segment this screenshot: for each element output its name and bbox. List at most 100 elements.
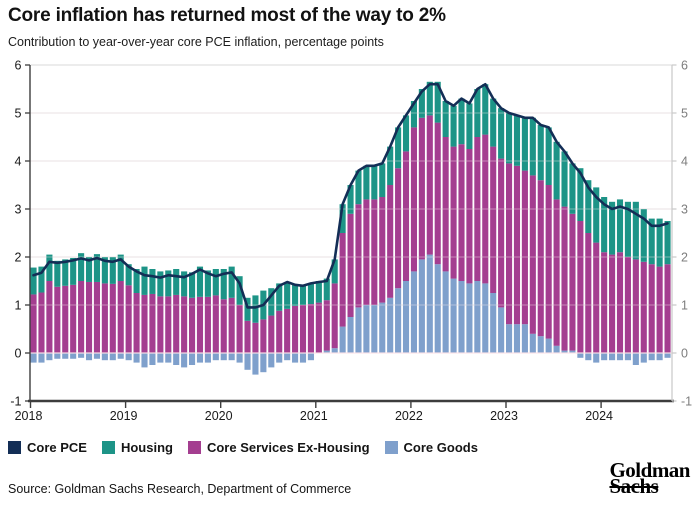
bar-segment [498,158,505,308]
bar-segment [426,115,433,255]
bar-segment [434,122,441,265]
bar-segment [109,257,116,284]
bar-segment [648,353,655,361]
bar-segment [244,353,251,370]
bar-segment [236,276,243,305]
bar-segment [545,338,552,353]
y-axis-label-left: 4 [15,155,22,169]
bar-segment [585,353,592,361]
bar-segment [387,146,394,185]
bar-segment [490,98,497,147]
bar-segment [561,206,568,351]
bar-segment [38,292,45,353]
bar-segment [434,81,441,123]
bar-segment [355,204,362,308]
core-pce-swatch-icon [8,441,21,454]
bar-segment [585,180,592,233]
bar-segment [299,284,307,305]
bar-segment [585,233,592,353]
bar-segment [125,353,132,361]
bar-segment [339,326,346,353]
bar-segment [252,353,259,375]
y-axis-label-right: 6 [681,59,688,73]
bar-segment [212,353,219,361]
bar-segment [30,294,37,353]
bar-segment [101,283,108,353]
bar-segment [466,149,473,284]
logo-line-2: Sachs [609,474,659,498]
bar-segment [656,266,663,353]
bar-segment [260,353,267,373]
bar-segment [632,353,639,365]
bar-segment [252,295,259,323]
bar-segment [117,281,124,353]
bar-segment [244,297,251,321]
bar-segment [165,353,172,363]
bar-segment [101,257,108,284]
bar-segment [616,353,624,361]
bar-segment [363,199,370,305]
bar-segment [212,269,219,296]
bar-segment [458,281,465,353]
bar-segment [656,353,663,361]
y-axis-label-right: 1 [681,299,688,313]
bar-segment [173,294,180,353]
y-axis-label-left: 1 [15,299,22,313]
bar-segment [577,353,584,358]
bar-segment [196,296,204,353]
y-axis-label-right: 5 [681,107,688,121]
bar-segment [125,264,132,286]
bar-segment [569,163,576,214]
bar-segment [593,353,600,363]
bar-segment [442,101,449,137]
bar-segment [640,209,647,262]
bar-segment [339,204,346,233]
bar-segment [204,296,211,353]
bar-segment [664,353,671,358]
bar-segment [513,324,521,353]
bar-segment [323,300,330,351]
bar-segment [545,185,552,339]
bar-segment [260,319,267,353]
bar-segment [664,264,671,353]
bar-segment [149,293,156,353]
bar-segment [189,272,196,298]
bar-segment [204,353,211,363]
bar-segment [569,350,576,353]
goldman-sachs-logo: Goldman Sachs [609,460,690,498]
bar-segment [363,165,370,200]
chart-subtitle: Contribution to year-over-year core PCE … [8,35,384,49]
legend-label: Core Goods [403,440,478,455]
bar-segment [78,253,85,281]
legend-label: Core Services Ex-Housing [206,440,370,455]
bar-segment [212,295,219,353]
bar-segment [474,89,481,137]
y-axis-label-left: 3 [15,203,22,217]
bar-segment [141,266,148,295]
bar-segment [189,297,196,353]
bar-segment [609,353,616,361]
bar-segment [379,197,386,303]
bar-segment [276,310,283,353]
bar-segment [38,353,45,363]
bar-segment [347,317,354,353]
bar-segment [284,308,291,353]
bar-segment [46,281,53,353]
bar-segment [173,269,180,295]
bar-segment [537,336,544,353]
bar-segment [331,259,338,284]
bar-segment [561,350,568,353]
bar-segment [292,284,299,306]
bar-segment [307,353,314,361]
bar-segment [339,233,346,327]
bar-segment [482,134,489,284]
bar-segment [664,221,671,265]
bar-segment [640,353,647,363]
bar-segment [204,270,211,297]
bar-segment [181,296,188,353]
bar-segment [395,168,402,289]
bar-segment [276,353,283,363]
bar-segment [347,213,354,317]
bar-segment [236,305,243,353]
x-axis-year-label: 2022 [395,409,423,423]
